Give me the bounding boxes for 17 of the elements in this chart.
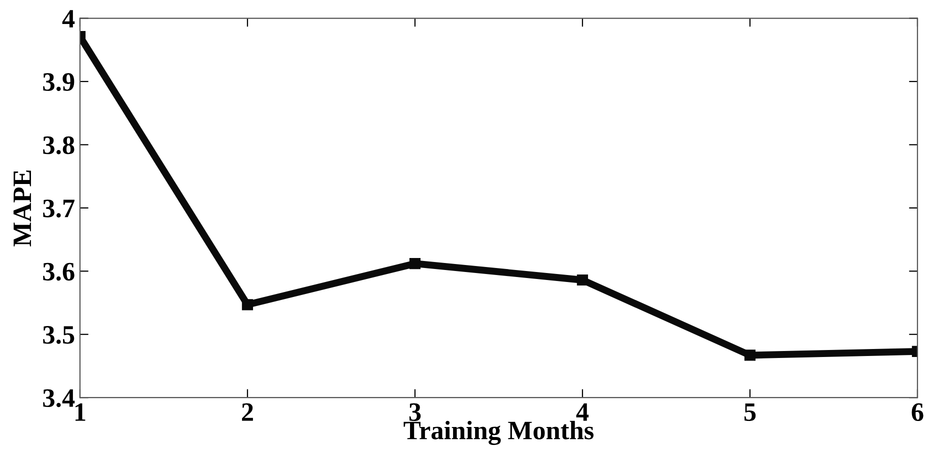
y-tick-label: 3.7 bbox=[43, 200, 74, 218]
x-tick-label: 1 bbox=[76, 403, 86, 421]
y-tick-label: 3.8 bbox=[43, 136, 74, 154]
y-tick-label: 3.4 bbox=[43, 389, 75, 408]
x-tick-label: 6 bbox=[912, 403, 924, 422]
point bbox=[576, 274, 588, 286]
y-tick-label: 3.6 bbox=[43, 262, 74, 281]
x-axis-title: Training Months bbox=[404, 420, 594, 445]
y-axis-title: MAPE bbox=[14, 170, 31, 246]
y-tick-label: 4 bbox=[62, 10, 75, 28]
x-tick-label: 4 bbox=[576, 403, 589, 421]
x-tick-label: 2 bbox=[242, 403, 253, 421]
x-tick-label: 5 bbox=[744, 403, 756, 422]
point bbox=[409, 258, 421, 270]
x-tick-label: 3 bbox=[409, 403, 421, 422]
y-tick-label: 3.5 bbox=[43, 326, 74, 344]
y-tick-label: 3.9 bbox=[43, 73, 74, 92]
